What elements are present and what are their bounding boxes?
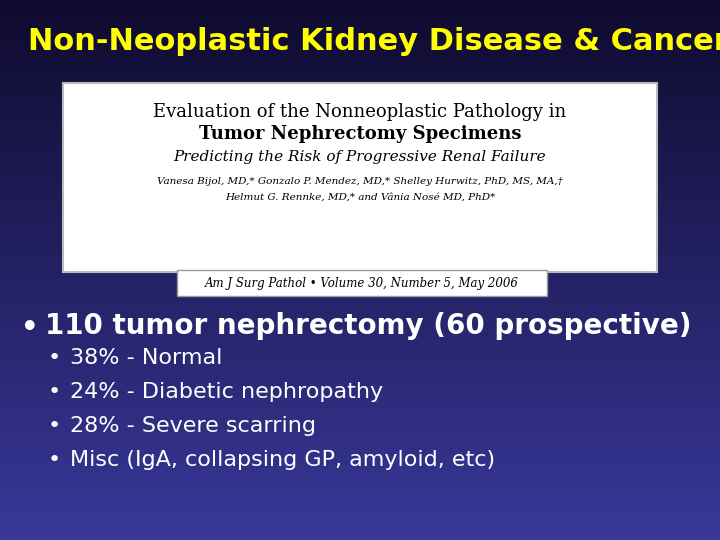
Text: •: •	[48, 348, 61, 368]
Text: Am J Surg Pathol • Volume 30, Number 5, May 2006: Am J Surg Pathol • Volume 30, Number 5, …	[205, 276, 519, 289]
Text: Vanesa Bijol, MD,* Gonzalo P. Mendez, MD,* Shelley Hurwitz, PhD, MS, MA,†: Vanesa Bijol, MD,* Gonzalo P. Mendez, MD…	[157, 177, 563, 186]
Text: •: •	[48, 450, 61, 470]
FancyBboxPatch shape	[177, 270, 547, 296]
Text: Helmut G. Rennke, MD,* and Vânia Nosé MD, PhD*: Helmut G. Rennke, MD,* and Vânia Nosé MD…	[225, 193, 495, 202]
Text: 38% - Normal: 38% - Normal	[70, 348, 222, 368]
FancyBboxPatch shape	[63, 83, 657, 272]
Text: 24% - Diabetic nephropathy: 24% - Diabetic nephropathy	[70, 382, 383, 402]
Text: •: •	[48, 416, 61, 436]
Text: •: •	[48, 382, 61, 402]
Text: Misc (IgA, collapsing GP, amyloid, etc): Misc (IgA, collapsing GP, amyloid, etc)	[70, 450, 495, 470]
Text: 28% - Severe scarring: 28% - Severe scarring	[70, 416, 316, 436]
Text: Predicting the Risk of Progressive Renal Failure: Predicting the Risk of Progressive Renal…	[174, 150, 546, 164]
Text: Tumor Nephrectomy Specimens: Tumor Nephrectomy Specimens	[199, 125, 521, 143]
Text: Non-Neoplastic Kidney Disease & Cancer: Non-Neoplastic Kidney Disease & Cancer	[28, 27, 720, 56]
Text: •: •	[20, 312, 40, 345]
Text: 110 tumor nephrectomy (60 prospective): 110 tumor nephrectomy (60 prospective)	[45, 312, 691, 340]
Text: Evaluation of the Nonneoplastic Pathology in: Evaluation of the Nonneoplastic Patholog…	[153, 103, 567, 121]
